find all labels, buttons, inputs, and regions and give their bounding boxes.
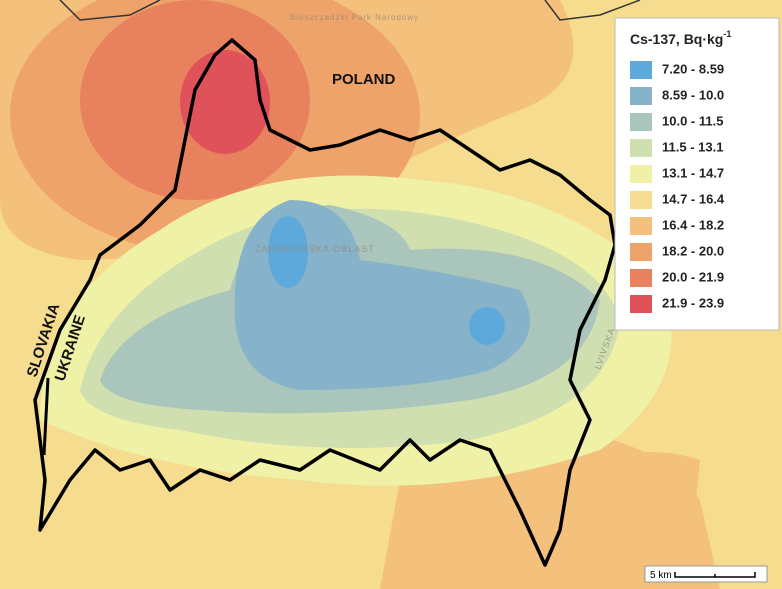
map-label: ZAKARPATSKA OBLAST (255, 244, 375, 254)
scale-label: 5 km (650, 570, 672, 581)
zone (234, 200, 530, 390)
legend-label: 21.9 - 23.9 (662, 295, 724, 310)
zone (268, 216, 308, 288)
legend-swatch (630, 113, 652, 131)
scale-box (644, 565, 768, 583)
zone (560, 452, 700, 560)
legend-title-sup: -1 (723, 29, 731, 39)
borders (33, 0, 641, 567)
legend-swatch (630, 165, 652, 183)
legend-label: 7.20 - 8.59 (662, 61, 724, 76)
legend-swatch (630, 87, 652, 105)
legend-swatch (630, 217, 652, 235)
legend-title-text: Cs-137, Bq·kg (630, 31, 723, 47)
legend-swatch (630, 139, 652, 157)
legend-swatch (630, 269, 652, 287)
legend-swatch (630, 61, 652, 79)
scale-line (674, 572, 756, 578)
legend-label: 10.0 - 11.5 (662, 113, 723, 128)
map-label: Bieszczadzki Park Narodowy (290, 13, 419, 22)
legend-label: 8.59 - 10.0 (662, 87, 724, 102)
country-border (42, 377, 50, 456)
zone (469, 307, 505, 345)
legend-items: 7.20 - 8.59 8.59 - 10.0 10.0 - 11.5 11.5 - … (630, 61, 725, 313)
oblast-border (33, 38, 617, 567)
legend-title: Cs-137, Bq·kg-1 (630, 29, 731, 46)
country-border (59, 0, 641, 21)
legend-swatch (630, 191, 652, 209)
legend-swatch (630, 295, 652, 313)
scale-bar: 5 km (644, 565, 768, 583)
legend-label: 11.5 - 13.1 (662, 139, 723, 154)
legend-label: 14.7 - 16.4 (662, 191, 725, 206)
legend-swatch (630, 243, 652, 261)
legend: Cs-137, Bq·kg-1 7.20 - 8.59 8.59 - 10.0 10… (614, 17, 780, 331)
legend-label: 18.2 - 20.0 (662, 243, 724, 258)
legend-label: 20.0 - 21.9 (662, 269, 724, 284)
country-label: POLAND (332, 71, 396, 88)
legend-label: 16.4 - 18.2 (662, 217, 724, 232)
legend-label: 13.1 - 14.7 (662, 165, 724, 180)
